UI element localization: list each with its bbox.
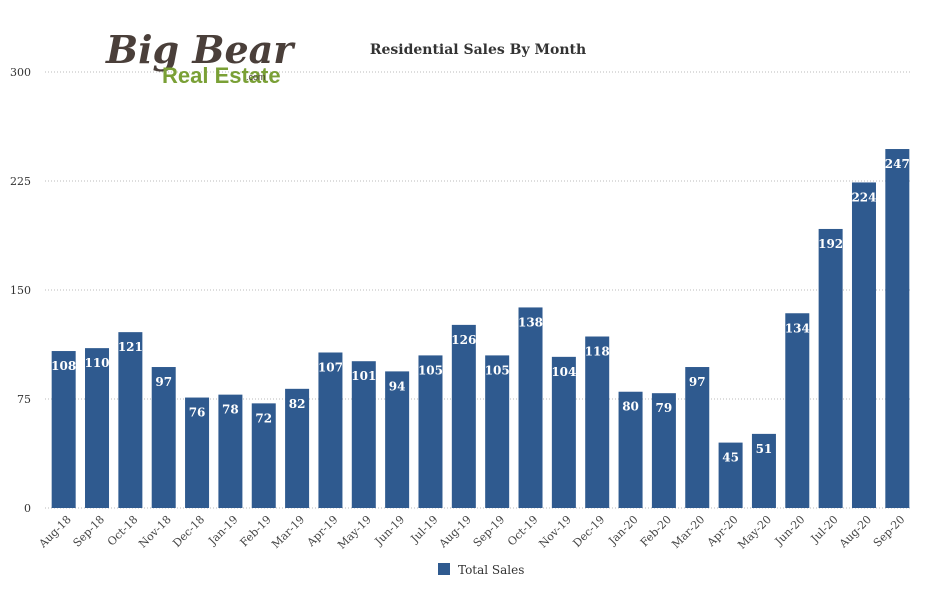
bar-jan-20	[618, 391, 643, 508]
bar-apr-19	[318, 352, 343, 508]
bar-nov-18	[151, 367, 176, 508]
x-tick-label: Jun-20	[772, 513, 808, 549]
legend-label: Total Sales	[458, 563, 524, 577]
logo: Big Bear Real Estate .com	[105, 27, 296, 88]
bar-jan-19	[218, 394, 243, 508]
x-tick-label: Sep-18	[71, 513, 108, 550]
data-label: 134	[785, 321, 810, 335]
bar-jul-20	[818, 228, 843, 508]
data-label: 138	[518, 315, 543, 329]
bar-mar-20	[685, 367, 710, 508]
legend-swatch	[438, 563, 450, 575]
data-label: 105	[418, 363, 443, 377]
x-tick-label: Sep-20	[871, 513, 908, 550]
data-label: 224	[851, 190, 876, 204]
logo-suffix: .com	[246, 72, 266, 82]
data-label: 126	[451, 333, 476, 347]
bar-aug-20	[851, 182, 876, 508]
bar-aug-18	[51, 351, 76, 508]
data-label: 108	[51, 359, 76, 373]
x-tick-label: Mar-20	[669, 513, 707, 551]
x-tick-label: May-20	[735, 513, 774, 552]
bar-dec-19	[585, 336, 610, 508]
bars-layer: 108 Aug-18 110 Sep-18 121 Oct-18 97 Nov-18 76 Dec…	[36, 149, 910, 552]
x-tick-label: Oct-19	[505, 513, 541, 549]
data-label: 107	[318, 360, 343, 374]
x-tick-label: Feb-20	[638, 513, 674, 549]
x-tick-label: Aug-19	[436, 513, 474, 551]
y-tick-label: 0	[24, 502, 31, 515]
bar-feb-20	[651, 393, 676, 508]
data-label: 45	[722, 451, 739, 465]
x-tick-label: Nov-18	[136, 513, 174, 551]
data-label: 105	[485, 363, 510, 377]
data-label: 118	[585, 345, 610, 359]
data-label: 104	[551, 365, 576, 379]
data-label: 72	[255, 411, 272, 425]
bar-jun-20	[785, 313, 810, 508]
logo-line1: Big Bear	[105, 27, 296, 72]
x-tick-label: Sep-19	[471, 513, 508, 550]
bar-jul-19	[418, 355, 443, 508]
x-tick-label: Aug-20	[836, 513, 874, 551]
data-label: 110	[84, 356, 109, 370]
bar-nov-19	[551, 356, 576, 508]
bar-may-19	[351, 361, 376, 508]
data-label: 78	[222, 403, 239, 417]
bar-jun-19	[385, 371, 410, 508]
x-tick-label: Nov-19	[536, 513, 574, 551]
bar-sep-19	[485, 355, 510, 508]
data-label: 76	[189, 406, 206, 420]
x-tick-label: Feb-19	[238, 513, 274, 549]
data-label: 51	[756, 442, 773, 456]
x-tick-label: Jan-19	[205, 513, 240, 548]
data-label: 97	[155, 375, 172, 389]
logo-line2: Real Estate	[162, 63, 281, 88]
bar-oct-19	[518, 307, 543, 508]
x-tick-label: Apr-20	[704, 513, 741, 550]
y-tick-label: 150	[10, 284, 31, 297]
x-tick-label: Dec-18	[170, 513, 207, 550]
x-tick-label: Jun-19	[372, 513, 408, 549]
data-label: 192	[818, 237, 843, 251]
legend: Total Sales	[438, 563, 524, 577]
bar-sep-18	[85, 348, 110, 508]
x-tick-label: Aug-18	[36, 513, 74, 551]
x-tick-label: Dec-19	[570, 513, 607, 550]
bar-aug-19	[451, 324, 476, 508]
y-tick-label: 75	[17, 393, 31, 406]
data-label: 79	[656, 401, 673, 415]
data-label: 101	[351, 369, 376, 383]
x-tick-label: Oct-18	[105, 513, 141, 549]
data-label: 97	[689, 375, 706, 389]
bar-apr-20	[718, 442, 743, 508]
bar-mar-19	[285, 388, 310, 508]
bar-dec-18	[185, 397, 210, 508]
data-label: 247	[885, 157, 910, 171]
data-label: 94	[389, 379, 406, 393]
x-tick-label: Jan-20	[605, 513, 640, 548]
y-tick-label: 225	[10, 175, 31, 188]
bar-feb-19	[251, 403, 276, 508]
x-tick-label: Apr-19	[304, 513, 341, 550]
data-label: 82	[289, 397, 306, 411]
x-tick-label: May-19	[335, 513, 374, 552]
data-label: 80	[622, 400, 639, 414]
y-tick-label: 300	[10, 66, 31, 79]
bar-sep-20	[885, 149, 910, 508]
bar-may-20	[751, 433, 776, 508]
data-label: 121	[118, 340, 143, 354]
x-tick-label: Mar-19	[269, 513, 307, 551]
bar-oct-18	[118, 332, 143, 508]
chart-title: Residential Sales By Month	[370, 42, 586, 58]
